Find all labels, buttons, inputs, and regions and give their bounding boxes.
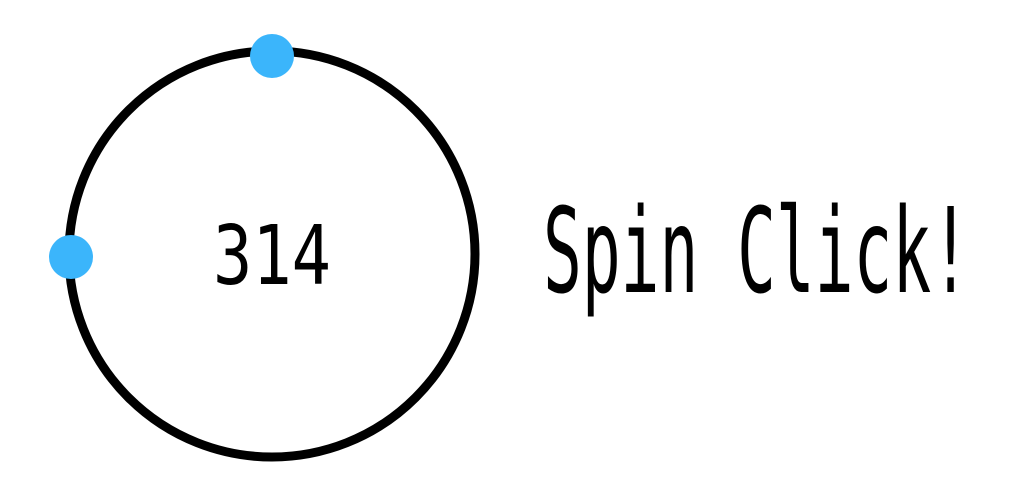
game-title: Spin Click!	[543, 182, 970, 320]
spin-dot	[49, 235, 93, 279]
click-counter: 314	[213, 209, 331, 304]
spinner[interactable]: 314	[49, 34, 480, 462]
spin-dot	[250, 34, 294, 78]
